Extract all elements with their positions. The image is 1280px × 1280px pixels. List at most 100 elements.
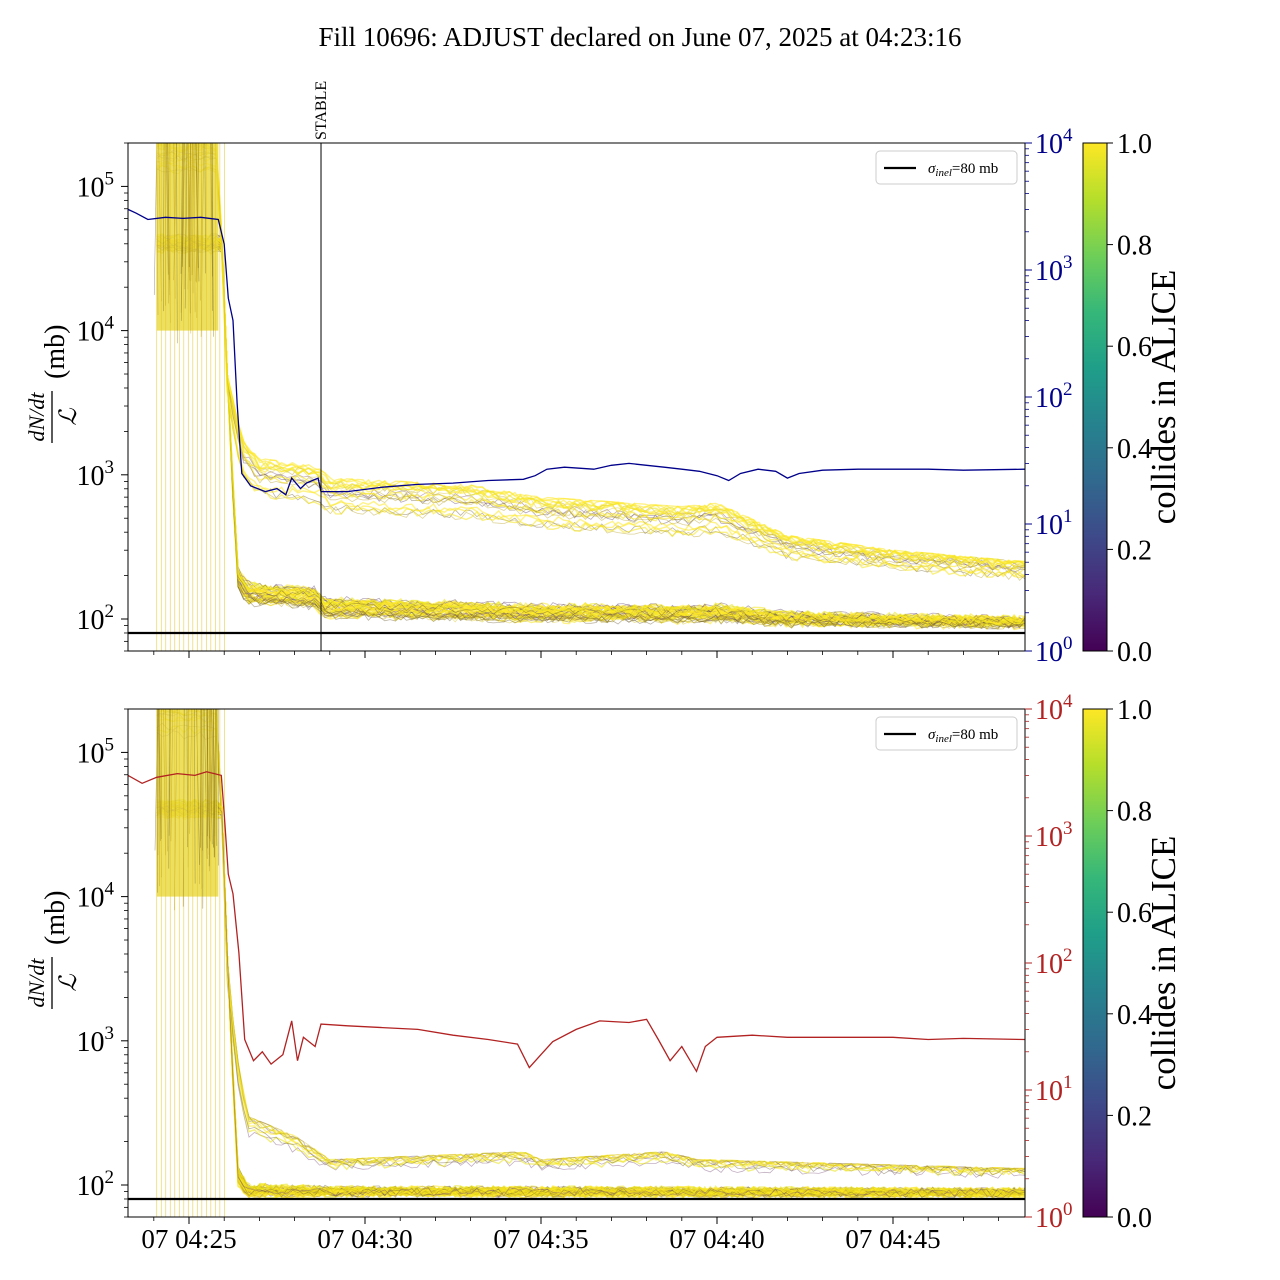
y-axis-label-denominator: ℒ xyxy=(56,408,82,426)
bunch-trace xyxy=(156,807,1025,1198)
secondary-y-tick-label: 101 xyxy=(1035,506,1073,541)
bunch-trace xyxy=(156,233,1025,623)
secondary-series-line xyxy=(128,208,1025,496)
colorbar-tick-label: 0.2 xyxy=(1117,535,1152,566)
bunch-trace xyxy=(156,242,1025,628)
y-tick-label: 103 xyxy=(77,1023,115,1058)
bunch-trace xyxy=(156,234,1025,625)
panel-bottom: 102 103 104 105 100 101 102 103 104 07 04:25 07 04… xyxy=(24,691,1183,1254)
bunch-trace xyxy=(157,709,159,856)
bunch-trace xyxy=(167,143,170,304)
bunch-trace xyxy=(156,709,1025,1173)
bunch-trace xyxy=(215,709,218,846)
bunch-trace xyxy=(156,243,1025,631)
panel-top: STABLE 102 103 104 105 100 101 102 103 104 dN/dt ℒ (… xyxy=(24,81,1183,668)
bunch-trace xyxy=(194,709,196,884)
bunch-trace xyxy=(156,244,1025,630)
colorbar xyxy=(1082,708,1108,1218)
legend-box xyxy=(875,150,1018,185)
y-tick-label: 105 xyxy=(77,168,115,203)
bunch-trace xyxy=(156,808,1025,1199)
bunch-trace xyxy=(156,143,1025,565)
bunch-trace xyxy=(156,716,1025,1176)
y-tick-label: 105 xyxy=(77,734,115,769)
y-tick-label: 103 xyxy=(77,457,115,492)
bunch-trace xyxy=(156,243,1025,629)
bunch-trace xyxy=(156,153,1025,574)
bunch-trace xyxy=(156,803,1025,1197)
bunch-trace xyxy=(156,725,1025,1177)
bunch-trace xyxy=(156,149,1025,571)
bunch-trace xyxy=(156,807,1025,1199)
secondary-y-tick-label: 102 xyxy=(1035,945,1073,980)
bunch-trace xyxy=(156,808,1025,1199)
bunch-trace xyxy=(156,810,1025,1199)
y-axis-label: dN/dt ℒ (mb) xyxy=(24,891,82,1009)
bunch-trace xyxy=(158,709,161,841)
bunch-trace xyxy=(186,709,188,848)
y-tick-label: 104 xyxy=(77,313,115,348)
y-axis-label-denominator: ℒ xyxy=(56,974,82,992)
bunch-trace xyxy=(156,243,1025,629)
bunch-trace xyxy=(156,709,1025,1174)
bunch-trace xyxy=(156,808,1025,1199)
secondary-y-tick-label: 100 xyxy=(1035,633,1073,668)
bunch-trace xyxy=(156,806,1025,1199)
colorbar-tick-label: 0.4 xyxy=(1117,434,1152,465)
bunch-trace xyxy=(156,244,1025,630)
y-axis-label-unit: (mb) xyxy=(40,891,71,945)
bunch-trace xyxy=(156,246,1025,629)
x-tick-label: 07 04:40 xyxy=(669,1224,764,1254)
y-axis-label-unit: (mb) xyxy=(40,325,71,379)
bunch-trace xyxy=(180,143,184,313)
bunch-trace xyxy=(213,709,215,858)
bunch-trace xyxy=(204,143,206,274)
bunch-trace xyxy=(166,143,169,275)
bunch-trace xyxy=(156,242,1025,629)
bunch-trace xyxy=(156,809,1025,1199)
bunch-trace xyxy=(156,233,1025,624)
x-tick-label: 07 04:30 xyxy=(317,1224,412,1254)
stable-marker-label: STABLE xyxy=(313,81,330,140)
bunch-trace xyxy=(156,808,1025,1198)
bunch-trace xyxy=(156,244,1025,629)
colorbar-tick-label: 0.6 xyxy=(1117,898,1152,929)
colorbar-tick-label: 0.6 xyxy=(1117,332,1152,363)
bunch-trace xyxy=(156,241,1025,629)
figure-title: Fill 10696: ADJUST declared on June 07, … xyxy=(319,22,962,52)
legend-box xyxy=(875,716,1018,751)
bunch-trace xyxy=(156,159,1025,577)
bunch-trace xyxy=(156,808,1025,1199)
bunch-trace xyxy=(156,241,1025,629)
legend-label: σinel=80 mb xyxy=(928,727,998,745)
bunch-trace xyxy=(156,244,1025,630)
bunch-trace xyxy=(156,166,1025,580)
bunch-trace xyxy=(156,164,1025,582)
bunch-trace xyxy=(156,143,1025,568)
bunch-trace xyxy=(156,241,1025,629)
bunch-trace xyxy=(156,709,1025,1173)
colorbar-tick-label: 0.8 xyxy=(1117,797,1152,828)
bunch-trace xyxy=(156,806,1025,1198)
plot-area xyxy=(128,143,1025,651)
bunch-trace xyxy=(156,712,1025,1175)
colorbar-label: collides in ALICE xyxy=(1144,270,1183,525)
bunch-trace xyxy=(184,143,188,309)
bunch-trace xyxy=(156,810,1025,1199)
bunch-trace xyxy=(156,143,1025,568)
secondary-y-tick-label: 101 xyxy=(1035,1072,1073,1107)
colorbar-tick-label: 0.8 xyxy=(1117,231,1152,262)
y-tick-label: 102 xyxy=(77,601,115,636)
plot-area xyxy=(128,709,1025,1217)
y-axis-label: dN/dt ℒ (mb) xyxy=(24,325,82,443)
secondary-y-tick-label: 103 xyxy=(1035,818,1073,853)
bunch-trace xyxy=(176,143,178,344)
bunch-trace xyxy=(156,806,1025,1199)
secondary-y-tick-label: 104 xyxy=(1035,691,1073,726)
bunch-trace xyxy=(156,241,1025,628)
bunch-trace xyxy=(206,709,210,839)
y-tick-label: 104 xyxy=(77,879,115,914)
bunch-trace xyxy=(189,709,193,834)
bunch-trace xyxy=(193,143,196,313)
